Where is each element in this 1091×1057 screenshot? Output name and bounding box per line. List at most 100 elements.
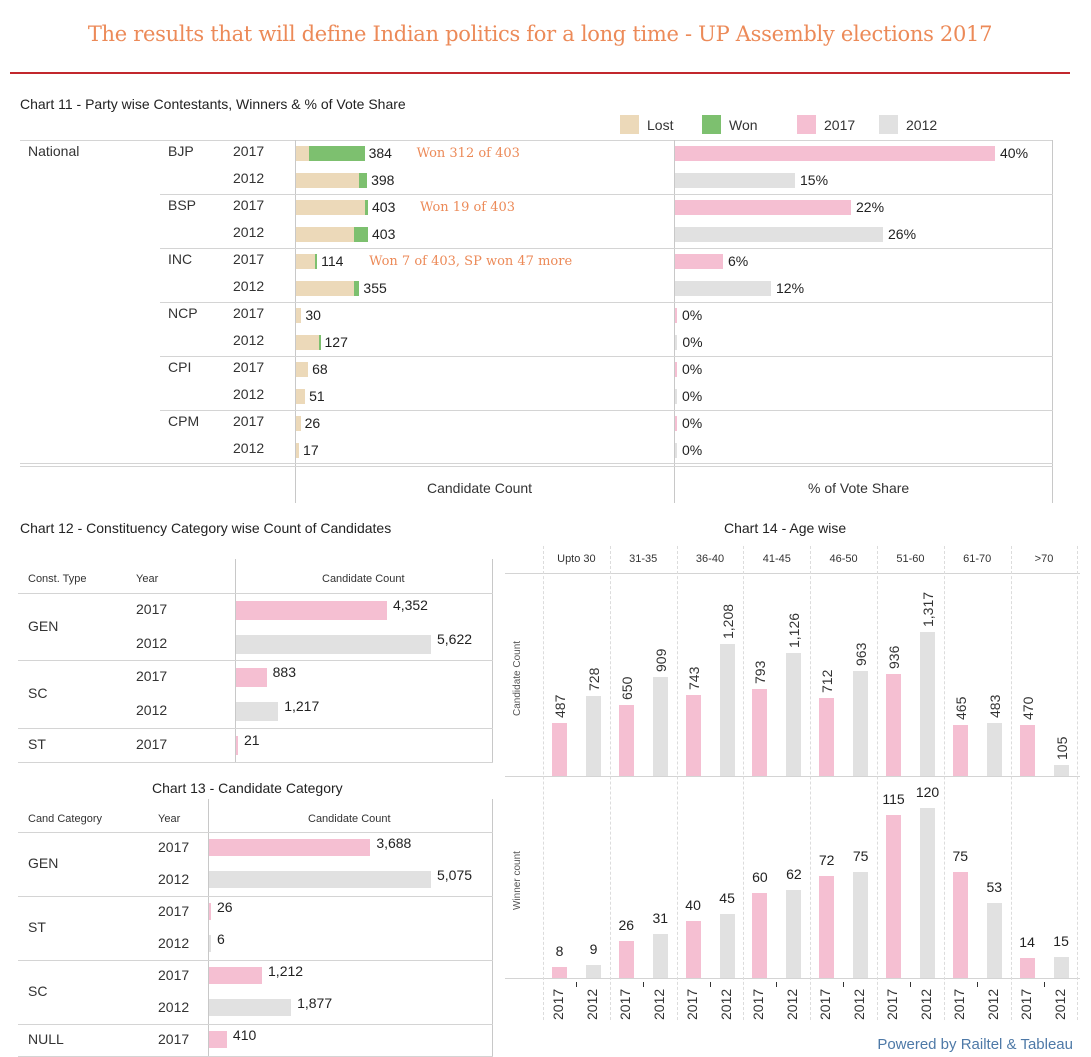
chart14-column-divider	[1010, 546, 1012, 1020]
chart11-year-label: 2012	[233, 386, 265, 402]
chart13-bar-2017	[209, 967, 263, 984]
chart13-bar-2017	[209, 839, 371, 856]
chart11-year-label: 2012	[233, 224, 265, 240]
chart14-column-divider	[609, 546, 611, 1020]
chart14-tick	[1043, 982, 1045, 987]
chart13-group-rule	[18, 1024, 493, 1025]
chart12-bar-2017	[236, 668, 267, 688]
chart13-header-count: Candidate Count	[308, 813, 391, 825]
chart11-group-divider	[160, 410, 1053, 411]
chart13-value-label: 1,877	[297, 995, 333, 1011]
chart14-value-label: 1,208	[719, 603, 736, 639]
chart11-bar-won	[354, 281, 360, 296]
chart14-value-label: 75	[852, 847, 869, 864]
chart13-year-label: 2017	[158, 839, 190, 855]
chart14-year-tick: 2012	[584, 988, 600, 1020]
chart11-year-label: 2012	[233, 170, 265, 186]
chart11-count-label: 403	[372, 226, 396, 242]
chart14-year-tick: 2017	[1017, 988, 1034, 1020]
chart11-group-label: National	[28, 143, 80, 159]
chart14-value-label: 743	[685, 666, 702, 690]
chart14-year-tick: 2012	[984, 988, 1001, 1020]
legend-label: 2012	[906, 116, 938, 133]
chart14-bar-2012	[853, 871, 869, 978]
chart14-value-label: 650	[618, 676, 635, 700]
chart11-share-label: 15%	[800, 172, 829, 188]
chart14-year-tick: 2012	[650, 988, 667, 1020]
chart14-panel-rule	[505, 776, 1080, 777]
chart11-share-label: 26%	[888, 226, 917, 242]
chart13-category-label: GEN	[28, 855, 59, 871]
chart12-year-label: 2017	[136, 735, 168, 752]
chart13-year-label: 2017	[158, 967, 190, 983]
chart14-bar-2012	[1053, 956, 1069, 978]
chart14-year-tick: 2017	[950, 988, 967, 1020]
chart11-share-axis	[674, 140, 675, 503]
chart14-value-label: 793	[752, 660, 769, 685]
chart13-bar-2017	[209, 903, 211, 920]
chart14-category-header: 46-50	[829, 553, 858, 565]
chart13-category-label: SC	[28, 983, 48, 999]
chart13-header-category: Cand Category	[28, 813, 102, 825]
chart14-bar-2012	[586, 696, 601, 776]
chart13-group-rule	[18, 960, 493, 961]
chart14-value-label: 712	[819, 669, 836, 694]
chart14-year-tick: 2017	[683, 988, 700, 1020]
chart14-value-label: 909	[652, 648, 669, 672]
chart11-bar-won	[318, 335, 321, 350]
chart11-bar-lost	[296, 389, 306, 404]
chart14-bar-2017	[552, 722, 567, 776]
chart11-year-label: 2017	[233, 251, 265, 267]
chart11-bar-lost	[296, 308, 302, 323]
chart13-category-label: ST	[28, 919, 46, 935]
chart12-category-label: SC	[28, 685, 48, 702]
chart11-share-label: 0%	[682, 415, 703, 431]
chart12-bar-2017	[236, 600, 387, 620]
chart14-bar-2017	[952, 725, 968, 776]
legend-item-2017: 2017	[797, 115, 855, 134]
chart11-count-label: 384	[368, 145, 392, 161]
dashboard-title: The results that will define Indian poli…	[87, 22, 993, 46]
chart14-value-label: 60	[752, 869, 768, 885]
chart11-annotation: Won 7 of 403, SP won 47 more	[369, 254, 573, 269]
chart14-value-label: 105	[1053, 736, 1070, 760]
legend-item-won: Won	[702, 115, 758, 134]
chart14-value-label: 26	[618, 917, 635, 934]
chart11-group-divider	[160, 194, 1053, 195]
chart14-bar-2017	[886, 673, 901, 776]
chart13-axis	[208, 799, 209, 1056]
chart14-year-tick: 2012	[784, 988, 801, 1020]
chart11-party-label: INC	[168, 251, 193, 267]
chart12-bar-2012	[236, 634, 431, 654]
chart11-bar-share-2012	[675, 443, 677, 458]
chart11-share-label: 0%	[682, 361, 703, 377]
chart11-annotation: Won 19 of 403	[420, 200, 516, 215]
chart14-bar-2012	[652, 934, 668, 978]
chart12-value-label: 1,217	[284, 697, 320, 714]
chart11-bar-share-2017	[675, 308, 677, 323]
chart14-column-divider	[676, 546, 678, 1020]
chart11-party-label: CPM	[168, 413, 200, 429]
chart14-bar-2012	[586, 965, 601, 978]
chart14-year-tick: 2017	[616, 988, 633, 1020]
chart13-value-label: 5,075	[437, 867, 473, 883]
legend-label: Lost	[647, 116, 674, 133]
chart14-bar-2017	[1019, 958, 1035, 978]
chart12-group-rule	[18, 660, 493, 662]
chart14-bar-2017	[819, 876, 835, 978]
chart14-bar-2012	[786, 652, 802, 776]
chart14-bar-2012	[920, 632, 935, 776]
chart13-year-label: 2012	[158, 871, 190, 887]
chart14-title: Chart 14 - Age wise	[724, 520, 847, 536]
chart13-year-label: 2012	[158, 935, 190, 951]
chart12-year-label: 2012	[136, 701, 168, 718]
chart14-tick	[976, 982, 978, 987]
chart13-bar-2012	[209, 999, 292, 1016]
chart13-bar-2017	[209, 1031, 227, 1048]
chart14-year-tick: 2012	[717, 988, 734, 1020]
chart14-column-divider	[543, 546, 544, 1020]
legend-item-lost: Lost	[620, 115, 673, 134]
chart14-tick	[709, 982, 711, 987]
chart11-bar-share-2017	[675, 362, 677, 377]
title-divider	[10, 72, 1070, 74]
